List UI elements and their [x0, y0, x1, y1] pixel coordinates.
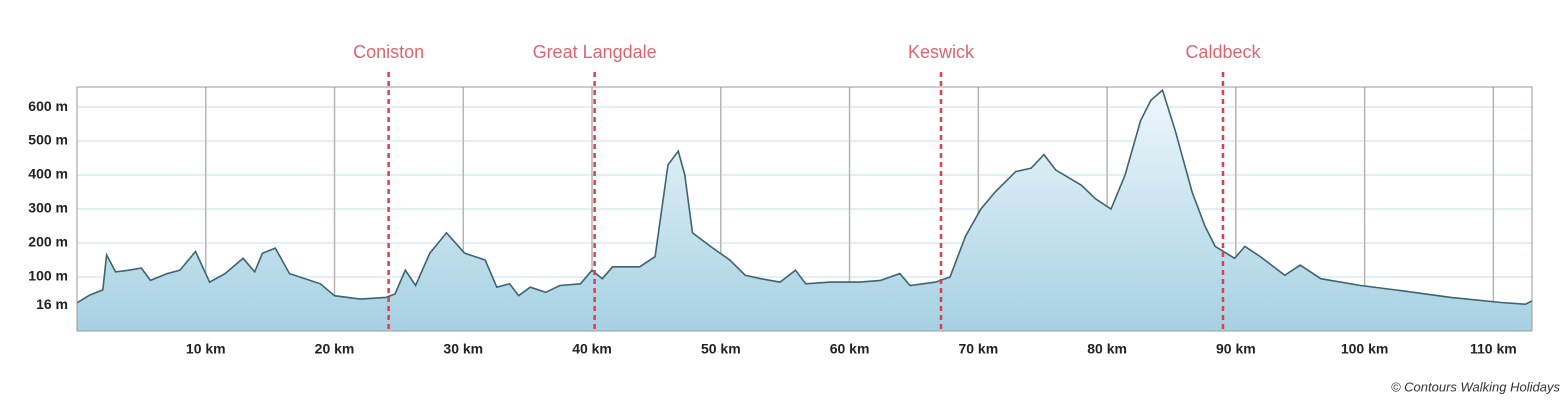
y-tick-label: 500 m — [28, 132, 68, 148]
x-tick-label: 100 km — [1341, 341, 1388, 357]
x-tick-label: 80 km — [1087, 341, 1127, 357]
x-tick-label: 20 km — [315, 341, 355, 357]
town-label: Great Langdale — [533, 42, 657, 62]
area-fill — [77, 90, 1532, 331]
town-label: Coniston — [353, 42, 424, 62]
x-tick-label: 90 km — [1216, 341, 1256, 357]
plot-frame — [76, 86, 1533, 332]
town-label: Keswick — [908, 42, 975, 62]
town-label: Caldbeck — [1185, 42, 1261, 62]
y-tick-label: 16 m — [36, 296, 68, 312]
y-tick-label: 300 m — [28, 200, 68, 216]
credit: © Contours Walking Holidays — [1391, 379, 1561, 394]
y-tick-label: 600 m — [28, 98, 68, 114]
y-tick-label: 400 m — [28, 166, 68, 182]
x-tick-label: 40 km — [572, 341, 612, 357]
x-tick-label: 30 km — [443, 341, 483, 357]
x-tick-label: 50 km — [701, 341, 741, 357]
x-tick-label: 70 km — [958, 341, 998, 357]
y-tick-label: 200 m — [28, 234, 68, 250]
x-tick-label: 110 km — [1470, 341, 1517, 357]
y-tick-label: 100 m — [28, 268, 68, 284]
elevation-line — [76, 88, 1533, 306]
x-tick-label: 60 km — [830, 341, 870, 357]
x-tick-label: 10 km — [186, 341, 226, 357]
